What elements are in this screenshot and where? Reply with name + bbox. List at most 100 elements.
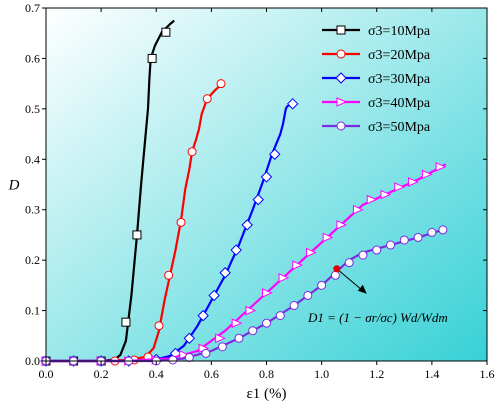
data-point — [278, 273, 290, 283]
axes-layer: 0.0 0.2 0.4 0.6 0.8 1.0 1.2 1.4 1.6 0.0 0.1 0.2 0.3 0… — [8, 1, 495, 402]
legend-label: σ3=30Mpa — [368, 72, 431, 87]
legend-label: σ3=20Mpa — [368, 48, 431, 63]
x-tick-label: 1.6 — [480, 367, 495, 381]
legend-marker — [335, 72, 347, 84]
data-point — [168, 355, 178, 365]
data-point — [289, 301, 299, 311]
legend-marker — [336, 121, 346, 131]
data-point — [179, 350, 191, 360]
x-tick-label: 0.4 — [149, 367, 164, 381]
data-point — [435, 162, 447, 172]
data-point — [187, 147, 197, 157]
data-point — [215, 333, 226, 344]
data-point — [380, 189, 392, 200]
x-tick-label: 0.2 — [94, 367, 109, 381]
annotation-equation: D1 = (1 − σr/σc) Wd/Wdm — [307, 310, 448, 325]
legend-entry-3: σ3=30Mpa — [322, 72, 431, 87]
data-point — [292, 260, 304, 270]
data-point — [219, 267, 231, 279]
data-point — [216, 79, 226, 89]
data-point — [372, 245, 382, 255]
x-tick-label: 0.0 — [39, 367, 54, 381]
data-point — [269, 148, 281, 160]
data-point — [121, 317, 131, 327]
legend-marker — [336, 25, 346, 35]
data-point — [230, 244, 242, 256]
data-point — [262, 288, 273, 298]
data-point — [399, 235, 409, 245]
x-tick-label: 0.8 — [259, 367, 274, 381]
data-point — [366, 194, 378, 205]
x-tick-label: 1.0 — [314, 367, 329, 381]
data-point — [183, 332, 196, 345]
series-line — [46, 101, 295, 363]
data-point — [303, 290, 313, 300]
legend-entry-2: σ3=20Mpa — [322, 48, 431, 63]
data-point — [330, 270, 340, 280]
data-point — [358, 250, 368, 260]
legend: σ3=10Mpa σ3=20Mpa σ3=30Mpa σ3=40Mpa σ3=50Mpa — [322, 24, 431, 135]
data-point — [260, 171, 273, 183]
data-point — [336, 220, 348, 230]
x-axis-label: ε1 (%) — [246, 386, 286, 402]
data-point — [352, 204, 364, 215]
data-point — [306, 247, 317, 258]
data-point — [248, 326, 258, 336]
annotation-arrow — [336, 268, 364, 292]
data-point — [438, 225, 448, 235]
x-tick-label: 1.4 — [424, 367, 439, 381]
data-point — [421, 169, 433, 180]
data-point — [161, 27, 171, 37]
data-point — [154, 321, 164, 331]
annotation: D1 = (1 − σr/σc) Wd/Wdm — [307, 265, 448, 325]
data-point — [147, 53, 157, 63]
legend-entry-1: σ3=10Mpa — [322, 24, 431, 39]
data-point — [344, 258, 354, 268]
y-tick-label: 0.4 — [25, 152, 40, 166]
data-point — [184, 352, 194, 362]
data-point — [176, 217, 186, 227]
y-tick-label: 0.0 — [25, 354, 40, 368]
data-point — [386, 240, 396, 250]
legend-label: σ3=40Mpa — [368, 96, 431, 111]
data-point — [262, 318, 271, 328]
y-tick-label: 0.2 — [25, 253, 40, 267]
x-tick-label: 0.6 — [204, 367, 219, 381]
legend-marker — [336, 49, 346, 59]
data-point — [241, 219, 253, 231]
legend-label: σ3=50Mpa — [368, 120, 431, 135]
data-point — [286, 98, 299, 110]
data-point — [245, 305, 257, 316]
y-tick-label: 0.7 — [25, 1, 40, 15]
data-point — [208, 289, 220, 302]
y-tick-label: 0.6 — [25, 51, 40, 65]
data-point — [322, 232, 334, 243]
data-point — [413, 232, 423, 242]
legend-entry-5: σ3=50Mpa — [322, 120, 431, 135]
data-point — [231, 318, 243, 328]
annotation-point — [333, 265, 341, 273]
data-point — [202, 94, 212, 104]
x-tick-label: 1.2 — [369, 367, 384, 381]
data-point — [201, 348, 211, 358]
y-tick-label: 0.1 — [25, 304, 40, 318]
data-point — [217, 342, 227, 352]
data-point — [408, 177, 419, 187]
data-point — [394, 182, 406, 192]
y-axis-label: D — [8, 178, 20, 194]
data-point — [164, 270, 174, 280]
y-tick-label: 0.3 — [25, 203, 40, 217]
data-point — [317, 280, 327, 290]
data-point — [275, 311, 285, 321]
plot-background — [46, 8, 487, 361]
legend-marker — [336, 97, 348, 107]
data-point — [197, 309, 209, 322]
data-point — [252, 193, 264, 206]
data-point — [132, 230, 142, 240]
legend-entry-4: σ3=40Mpa — [322, 96, 431, 111]
data-point — [234, 333, 244, 343]
legend-label: σ3=10Mpa — [368, 24, 431, 39]
y-tick-label: 0.5 — [25, 102, 40, 116]
arrow-head — [357, 284, 367, 294]
